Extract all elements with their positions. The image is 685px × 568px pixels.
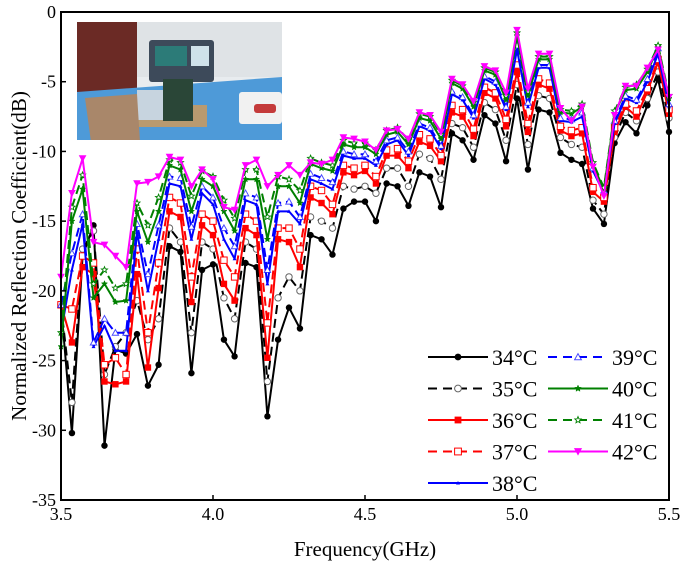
y-tick-label: -25 [32, 351, 56, 371]
legend-label: 38°C [492, 471, 537, 496]
legend-item-34c: 34°C [428, 345, 537, 370]
legend-item-35c: 35°C [428, 377, 537, 402]
legend-label: 34°C [492, 345, 537, 370]
y-tick-label: -30 [32, 420, 56, 440]
series-layer [56, 26, 674, 449]
x-tick-label: 3.5 [50, 504, 73, 524]
legend-label: 39°C [612, 345, 657, 370]
y-tick-label: -35 [32, 490, 56, 510]
photo-antenna-panel [163, 79, 193, 121]
x-tick-label: 5.0 [506, 504, 529, 524]
y-axis-label: Normalized Reflection Coefficient(dB) [7, 91, 31, 421]
measurement-setup-photo [77, 22, 282, 140]
legend-label: 40°C [612, 377, 657, 402]
series-39c [56, 41, 674, 346]
legend-label: 37°C [492, 440, 537, 465]
y-tick-label: -10 [32, 141, 56, 161]
legend-item-39c: 39°C [548, 345, 657, 370]
series-34c [57, 75, 673, 449]
x-axis-label: Frequency(GHz) [294, 537, 436, 561]
legend-item-41c: 41°C [548, 408, 657, 433]
y-tick-label: 0 [47, 2, 56, 22]
photo-red-cabinet [77, 22, 137, 97]
legend-item-38c: 38°C [428, 471, 537, 496]
x-tick-label: 4.0 [202, 504, 225, 524]
y-tick-label: -15 [32, 211, 56, 231]
legend-label: 36°C [492, 408, 537, 433]
legend: 34°C 35°C 36°C 37°C 38°C 39°C 40°C 41°C 42°C [428, 345, 657, 496]
series-40c [57, 31, 673, 350]
y-tick-label: -5 [41, 72, 56, 92]
y-tick-label: -20 [32, 281, 56, 301]
x-tick-label: 5.5 [658, 504, 681, 524]
legend-label: 35°C [492, 377, 537, 402]
x-tick-label: 4.5 [354, 504, 377, 524]
series-37c [57, 55, 673, 379]
legend-item-37c: 37°C [428, 440, 537, 465]
legend-item-42c: 42°C [548, 440, 657, 465]
legend-label: 42°C [612, 440, 657, 465]
axis-ticks: 3.5 4.0 4.5 5.0 5.5 0 -5 -10 -15 -20 -25 -30 -35 [32, 2, 680, 524]
legend-item-40c: 40°C [548, 377, 657, 402]
photo-cardboard [85, 94, 140, 140]
legend-item-36c: 36°C [428, 408, 537, 433]
legend-label: 41°C [612, 408, 657, 433]
